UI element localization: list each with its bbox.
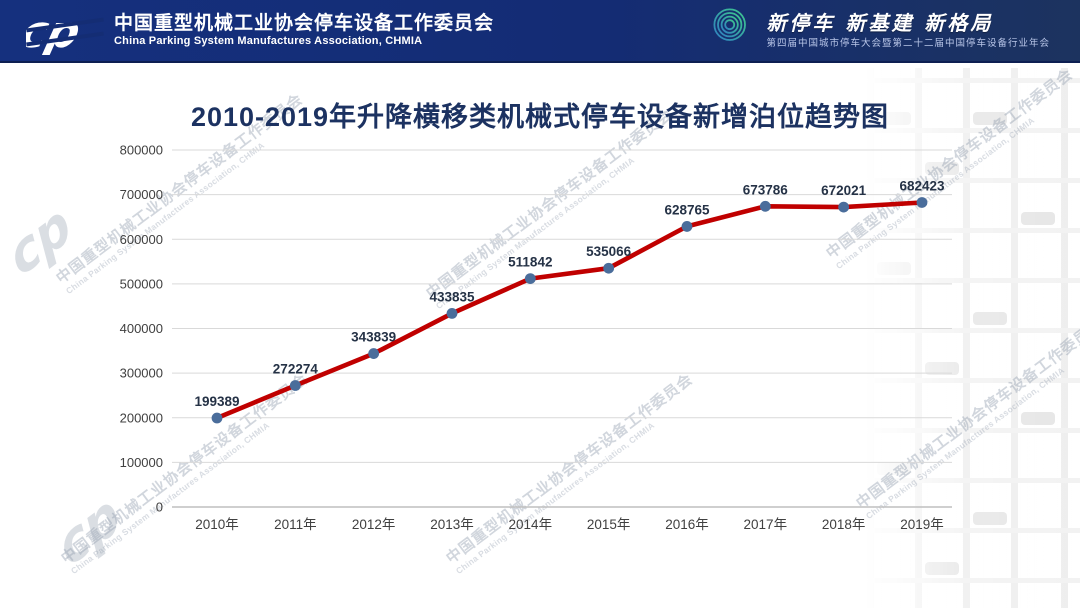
x-tick-label: 2017年 [744,517,788,532]
data-point-marker [524,273,536,284]
data-point-label: 433835 [429,289,475,304]
x-tick-label: 2018年 [822,517,866,532]
x-tick-label: 2012年 [352,517,396,532]
conference-banner-text: 新停车 新基建 新格局 第四届中国城市停车大会暨第二十二届中国停车设备行业年会 [766,11,1050,50]
data-point-label: 199389 [194,394,239,409]
y-tick-label: 600000 [120,232,163,247]
x-tick-label: 2010年 [195,517,239,532]
p-rings-logo-icon [713,8,747,55]
x-tick-label: 2016年 [665,517,709,532]
parking-rack-photo [865,68,1080,608]
x-tick-label: 2011年 [274,517,317,532]
y-tick-label: 0 [156,500,163,515]
data-point-marker [916,197,928,208]
data-point-label: 673786 [743,182,789,197]
data-point-label: 343839 [351,330,396,345]
org-name-zh: 中国重型机械工业协会停车设备工作委员会 [114,13,495,35]
org-name-block: 中国重型机械工业协会停车设备工作委员会 China Parking System… [114,13,494,47]
header-bar: cp 中国重型机械工业协会停车设备工作委员会 China Parking Sys… [0,0,1080,63]
y-tick-label: 300000 [120,366,163,381]
data-point-label: 672021 [821,183,867,198]
banner-slogan: 新停车 新基建 新格局 [766,11,994,36]
data-point-label: 511842 [508,255,552,270]
photo-fade-overlay [865,68,1080,608]
y-tick-label: 100000 [120,455,163,470]
trend-line [214,200,925,421]
y-tick-label: 700000 [120,187,163,202]
y-tick-label: 400000 [120,321,163,336]
x-tick-label: 2019年 [900,517,944,532]
data-point-label: 682423 [899,178,945,193]
y-tick-label: 200000 [120,410,163,425]
header-left-group: cp 中国重型机械工业协会停车设备工作委员会 China Parking Sys… [0,7,494,55]
data-point-marker [211,412,223,424]
banner-subtitle: 第四届中国城市停车大会暨第二十二届中国停车设备行业年会 [766,38,1050,50]
y-tick-label: 500000 [120,276,163,291]
data-point-label: 535066 [586,244,632,259]
data-point-label: 628765 [664,202,710,217]
x-tick-label: 2015年 [587,517,631,532]
data-point-marker [838,201,850,213]
header-right-group: 新停车 新基建 新格局 第四届中国城市停车大会暨第二十二届中国停车设备行业年会 [700,4,1080,58]
data-point-marker [446,308,458,319]
cpmia-cp-logo-icon: cp [26,7,104,55]
org-name-en: China Parking System Manufactures Associ… [114,35,423,48]
y-tick-label: 800000 [120,143,163,158]
data-point-label: 272274 [273,361,319,376]
data-point-marker [603,262,615,274]
data-point-marker [681,221,693,232]
chart-title: 2010-2019年升降横移类机械式停车设备新增泊位趋势图 [190,102,890,132]
data-point-marker [759,200,771,212]
x-tick-label: 2014年 [509,517,553,532]
data-point-marker [289,380,301,391]
x-tick-label: 2013年 [430,517,474,532]
data-point-marker [368,348,380,359]
